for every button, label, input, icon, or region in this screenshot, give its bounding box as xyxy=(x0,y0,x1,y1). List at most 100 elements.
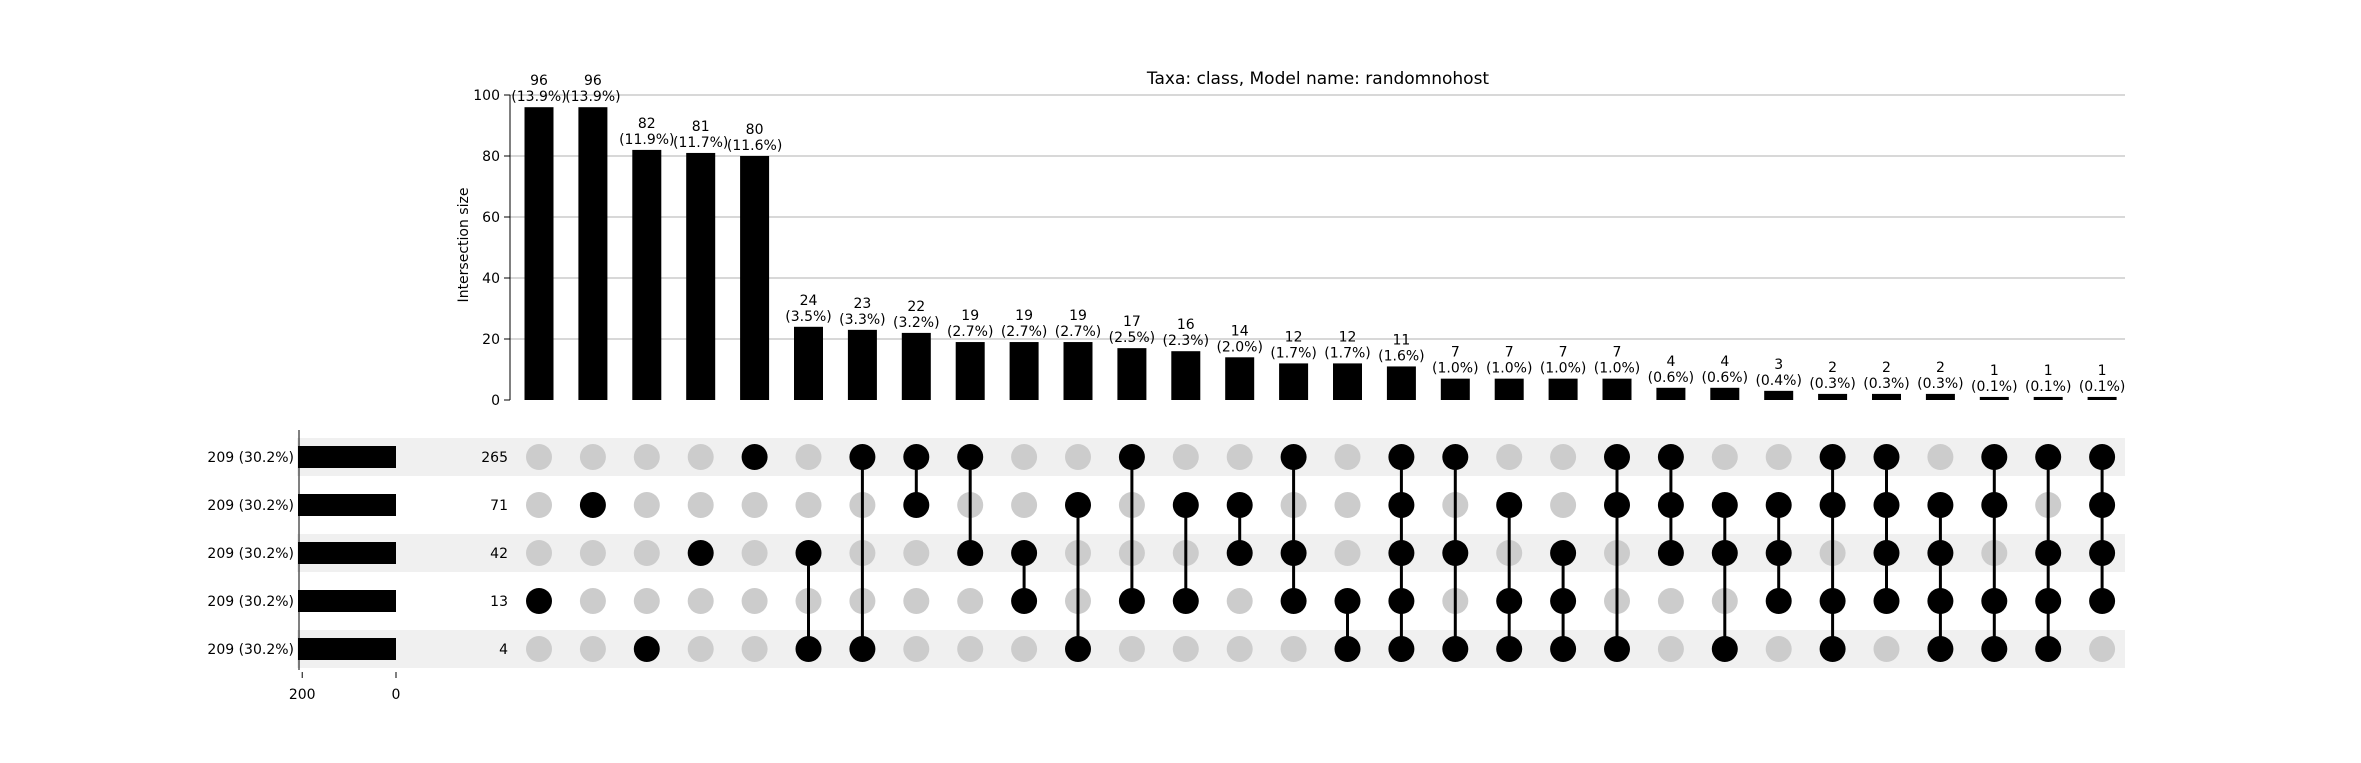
intersection-bar xyxy=(1009,342,1039,400)
active-dot xyxy=(1711,636,1738,662)
bar-percent-label: (0.6%) xyxy=(1702,370,1749,386)
active-dot xyxy=(1819,588,1846,614)
intersection-bar xyxy=(578,107,608,400)
inactive-dot xyxy=(1065,444,1091,470)
inactive-dot xyxy=(526,444,552,470)
inactive-dot xyxy=(579,444,606,470)
bar-percent-label: (2.7%) xyxy=(1055,324,1102,340)
active-dot xyxy=(2035,588,2062,614)
active-dot xyxy=(903,444,930,470)
intersection-bar xyxy=(901,332,931,400)
active-dot xyxy=(1388,444,1415,470)
bar-value-label: 19 xyxy=(961,308,979,324)
inactive-dot xyxy=(1765,444,1792,470)
inactive-dot xyxy=(1280,636,1307,662)
active-dot xyxy=(579,492,606,518)
bar-percent-label: (0.3%) xyxy=(1917,376,1964,392)
inactive-dot xyxy=(1011,636,1038,662)
bar-percent-label: (0.1%) xyxy=(1971,379,2018,395)
bar-value-label: 23 xyxy=(853,296,871,312)
bar-value-label: 22 xyxy=(907,299,925,315)
bar-percent-label: (1.0%) xyxy=(1594,361,1641,377)
intersection-bar xyxy=(1872,393,1901,400)
bar-value-label: 12 xyxy=(1285,329,1303,345)
bar-value-label: 7 xyxy=(1451,345,1460,361)
active-dot xyxy=(1280,588,1307,614)
active-dot xyxy=(1118,588,1145,614)
set-size-bar xyxy=(298,494,396,516)
active-dot xyxy=(1550,588,1577,614)
intersection-bars: 96(13.9%)96(13.9%)82(11.9%)81(11.7%)80(1… xyxy=(511,73,2125,400)
bar-value-label: 1 xyxy=(1990,363,1999,379)
set-count-label: 4 xyxy=(499,642,508,658)
active-dot xyxy=(1334,588,1361,614)
bar-percent-label: (2.7%) xyxy=(947,324,994,340)
y-axis: 0 20 40 60 80 100 xyxy=(473,88,511,409)
bar-percent-label: (3.3%) xyxy=(839,312,886,328)
active-dot xyxy=(1226,492,1253,518)
active-dot xyxy=(1604,636,1630,662)
bar-value-label: 96 xyxy=(584,73,602,89)
intersection-bar xyxy=(794,326,823,400)
bar-percent-label: (1.0%) xyxy=(1432,361,1479,377)
active-dot xyxy=(1388,540,1415,566)
set-count-label: 13 xyxy=(490,594,508,610)
intersection-bar xyxy=(1386,366,1416,400)
set-count-label: 265 xyxy=(481,450,508,466)
intersection-bar xyxy=(1117,348,1147,400)
inactive-dot xyxy=(795,492,822,518)
inactive-dot xyxy=(1226,636,1253,662)
inactive-dot xyxy=(1711,444,1738,470)
matrix-row-stripe xyxy=(297,630,2125,668)
inactive-dot xyxy=(687,588,714,614)
bar-value-label: 19 xyxy=(1069,308,1087,324)
intersection-bar xyxy=(1225,357,1255,400)
active-dot xyxy=(1981,444,2008,470)
intersection-bar xyxy=(1440,378,1470,400)
bar-value-label: 4 xyxy=(1720,354,1729,370)
intersection-bar xyxy=(955,342,985,400)
y-axis-label: Intersection size xyxy=(456,188,472,303)
set-size-tick-label: 200 xyxy=(289,687,316,703)
bar-percent-label: (0.1%) xyxy=(2079,379,2126,395)
bar-value-label: 24 xyxy=(800,293,818,309)
intersection-bar xyxy=(632,149,662,400)
active-dot xyxy=(1927,492,1954,518)
bar-percent-label: (13.9%) xyxy=(565,89,620,105)
inactive-dot xyxy=(1927,444,1954,470)
y-tick-label: 80 xyxy=(482,149,500,165)
bar-value-label: 2 xyxy=(1882,360,1891,376)
y-tick-label: 40 xyxy=(482,271,500,287)
inactive-dot xyxy=(1873,636,1900,662)
inactive-dot xyxy=(579,540,606,566)
active-dot xyxy=(795,636,822,662)
bar-value-label: 96 xyxy=(530,73,548,89)
set-size-label: 209 (30.2%) xyxy=(207,642,294,658)
active-dot xyxy=(2089,540,2116,566)
inactive-dot xyxy=(903,588,930,614)
active-dot xyxy=(1819,444,1846,470)
intersection-bar xyxy=(1602,378,1632,400)
active-dot xyxy=(633,636,660,662)
active-dot xyxy=(1981,492,2008,518)
inactive-dot xyxy=(579,588,606,614)
bar-percent-label: (11.6%) xyxy=(727,138,782,154)
active-dot xyxy=(1496,588,1523,614)
bar-value-label: 11 xyxy=(1392,332,1410,348)
inactive-dot xyxy=(526,636,552,662)
matrix-row-stripe xyxy=(297,438,2125,476)
active-dot xyxy=(849,444,876,470)
active-dot xyxy=(2089,492,2116,518)
bar-percent-label: (3.5%) xyxy=(785,309,832,325)
bar-percent-label: (2.3%) xyxy=(1163,333,1210,349)
active-dot xyxy=(1442,636,1469,662)
bar-percent-label: (1.7%) xyxy=(1270,345,1317,361)
active-dot xyxy=(2089,444,2116,470)
inactive-dot xyxy=(1172,636,1199,662)
inactive-dot xyxy=(687,492,714,518)
set-size-bar xyxy=(298,590,396,612)
bar-value-label: 14 xyxy=(1231,323,1249,339)
grid-lines xyxy=(510,94,2125,340)
active-dot xyxy=(1765,588,1792,614)
